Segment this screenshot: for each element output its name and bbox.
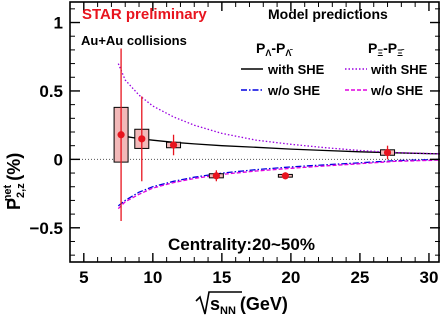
x-axis-title: sNN (GeV) (195, 291, 288, 317)
y-tick-label: 1 (54, 14, 63, 33)
model-header: Model predictions (268, 6, 388, 22)
sqrt-symbol (195, 291, 242, 315)
x-tick-label: 15 (212, 268, 231, 287)
x-tick-label: 10 (143, 268, 162, 287)
x-tick-label: 30 (419, 268, 438, 287)
data-point (138, 135, 146, 143)
system-label: Au+Au collisions (81, 33, 187, 48)
data-point (117, 131, 125, 139)
y-title-main: P (4, 198, 24, 210)
legend-lambda-main: P (256, 40, 265, 56)
y-tick-label: 0 (54, 150, 63, 169)
y-tick-label: 0.5 (39, 82, 63, 101)
centrality-label: Centrality:20~50% (168, 235, 315, 254)
legend-lambda-without-she-label: w/o SHE (267, 83, 320, 98)
legend-xi-dash: -P (383, 40, 397, 56)
legend-lambda-dash: -P (271, 40, 285, 56)
series-line-xi-with-she (117, 63, 440, 155)
data-point (212, 172, 220, 180)
svg-text:PΛ-PΛ̄: PΛ-PΛ̄ (256, 40, 293, 58)
legend-xi-main: P (368, 40, 377, 56)
svg-text:PΞ-PΞ̄: PΞ-PΞ̄ (368, 40, 405, 58)
axis-ticks (69, 2, 440, 262)
preliminary-label: STAR preliminary (82, 6, 207, 23)
x-tick-label: 20 (281, 268, 300, 287)
y-axis-title: P2,znet (%) (2, 153, 27, 210)
legend-lambda-sub2: Λ̄ (285, 48, 293, 58)
legend-lambda-sub1: Λ (265, 48, 271, 58)
y-title-unit: (%) (4, 153, 24, 181)
x-tick-label: 25 (350, 268, 369, 287)
y-title-sub: 2,z (15, 183, 27, 198)
y-title-sup: net (2, 184, 14, 201)
x-title-main: s (210, 294, 220, 314)
svg-text:P2,znet(%): P2,znet (%) (2, 153, 27, 210)
legend-xi-with-she-label: with SHE (370, 62, 428, 77)
legend-header-lambda: PΛ-PΛ̄ (256, 40, 293, 58)
legend-xi-sub2: Ξ̄ (397, 48, 405, 58)
x-title-unit: (GeV) (240, 294, 288, 314)
x-tick-label: 5 (79, 268, 88, 287)
series-line-lambda-w-o-she (117, 158, 440, 207)
axis-tick-labels: 5 10 15 20 25 30 −0.5 0 0.5 1 (29, 14, 438, 287)
data-points (113, 48, 396, 221)
data-point (281, 172, 289, 180)
legend-header-xi: PΞ-PΞ̄ (368, 40, 405, 58)
data-point (169, 141, 178, 149)
legend-xi-without-she-label: w/o SHE (370, 83, 423, 98)
x-title-sub: NN (220, 305, 236, 317)
data-point (383, 148, 392, 157)
legend-xi-sub1: Ξ (377, 48, 383, 58)
y-tick-label: −0.5 (29, 219, 63, 238)
svg-text:sNN(GeV): sNN (GeV) (210, 294, 288, 317)
legend-lambda-with-she-label: with SHE (267, 62, 325, 77)
